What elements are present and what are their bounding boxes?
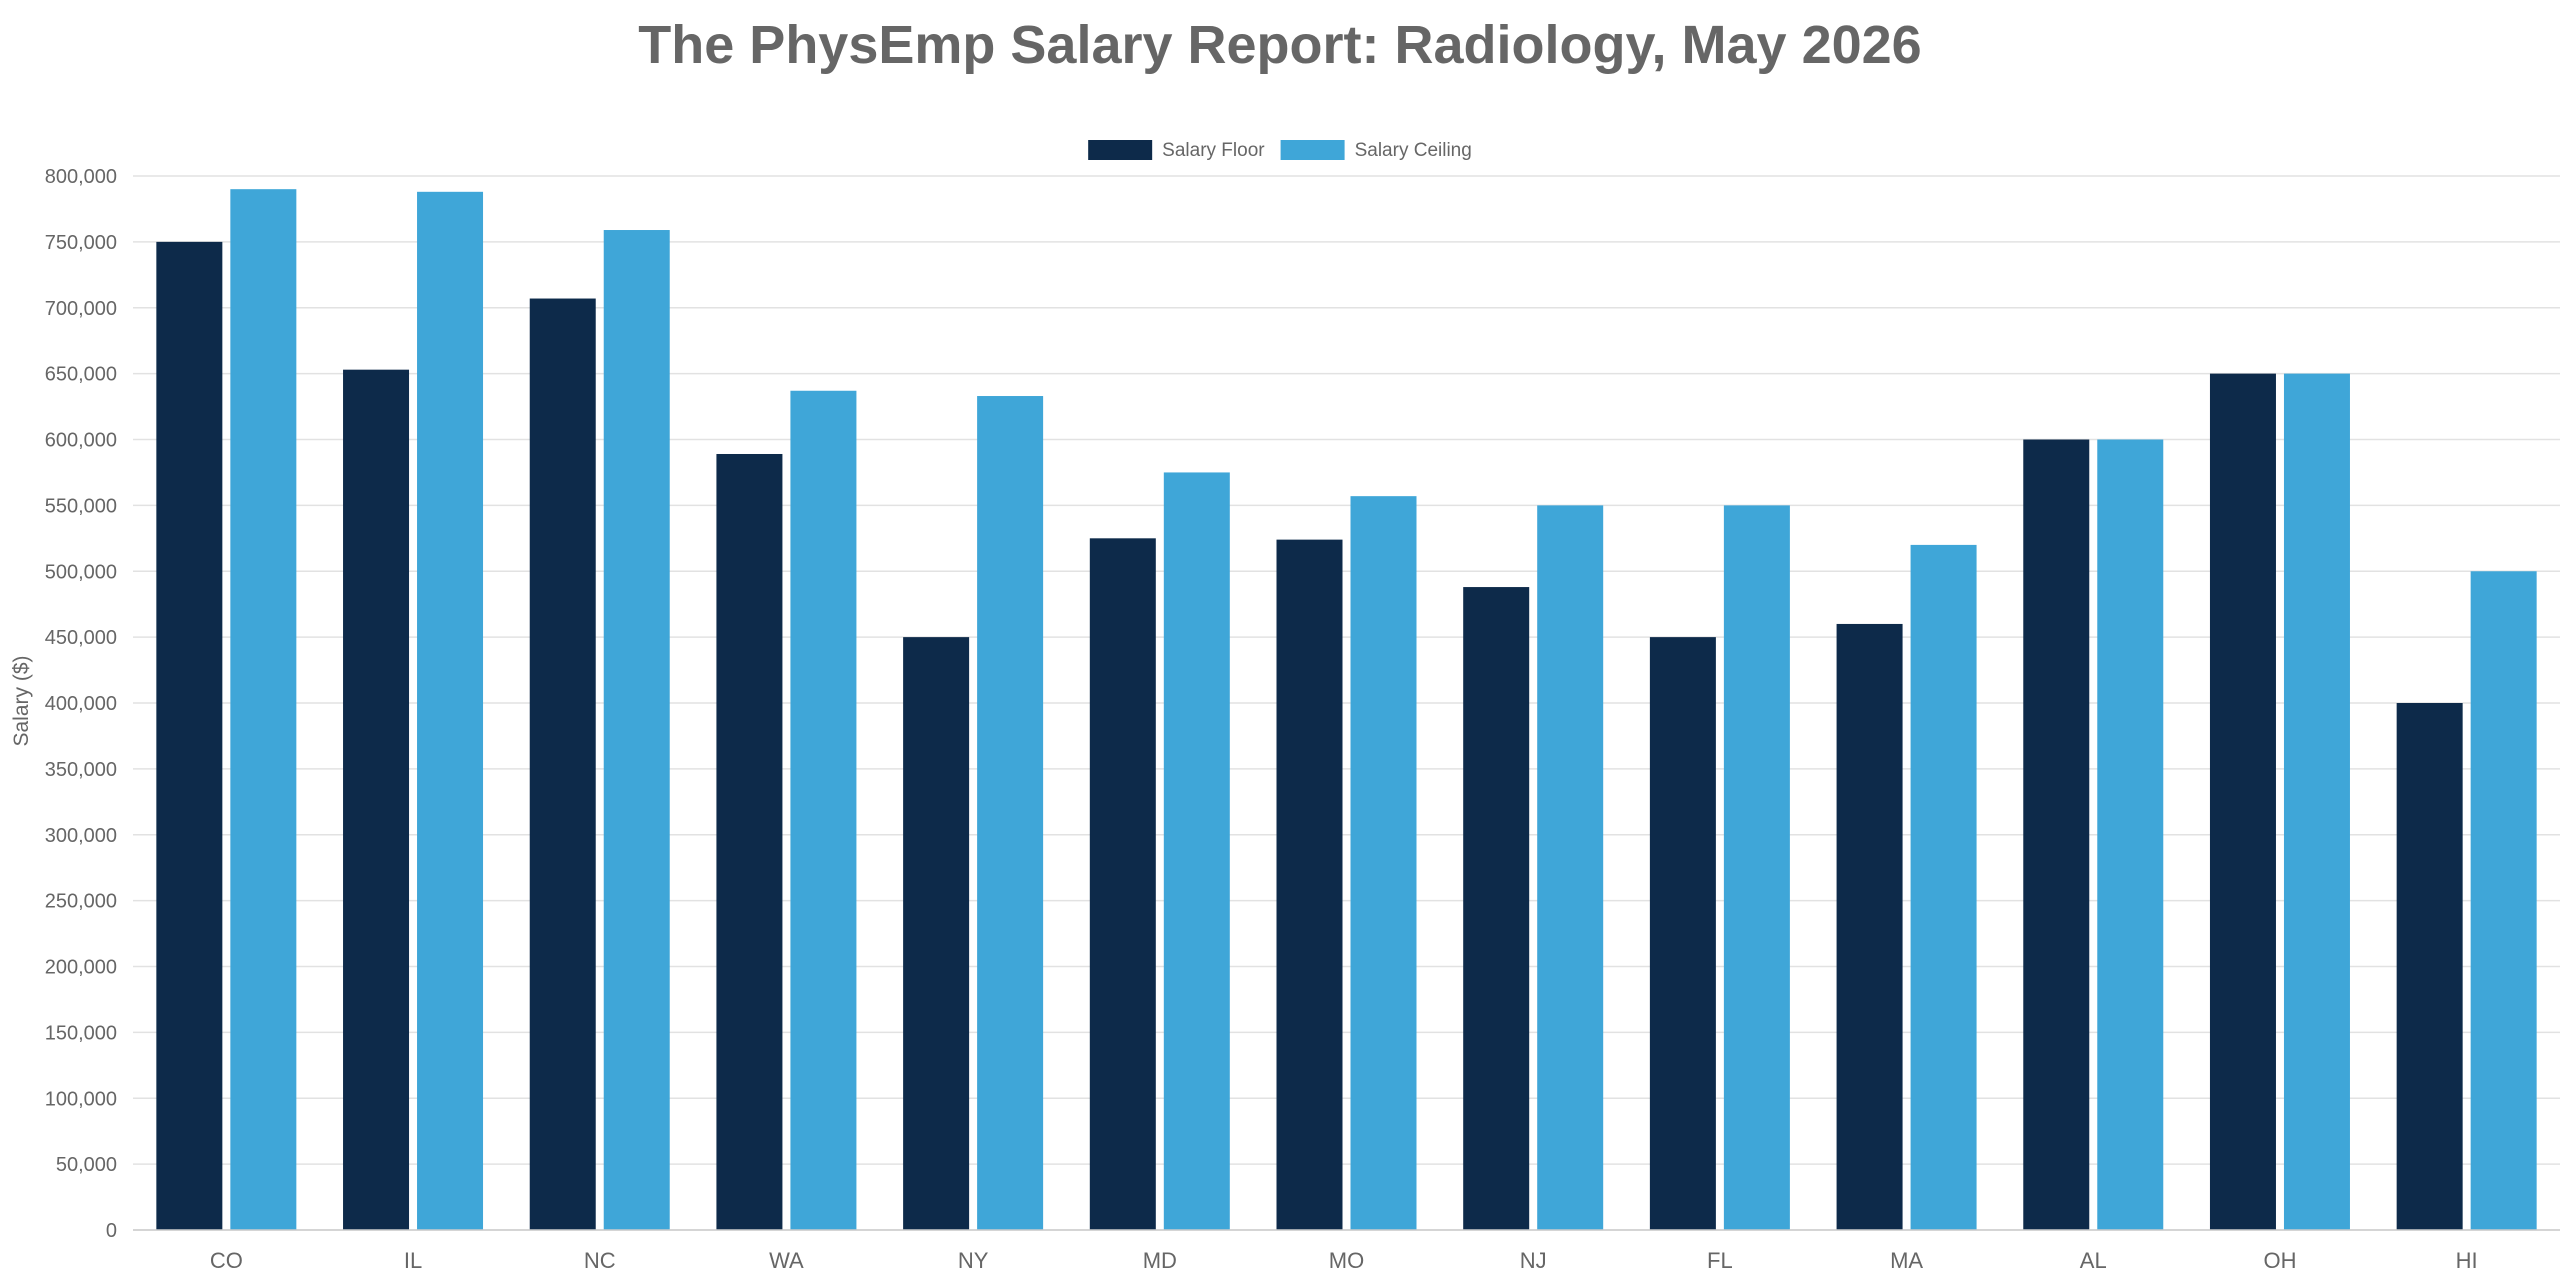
bar-salary-ceiling-wa <box>790 390 857 1230</box>
bar-salary-ceiling-nj <box>1537 505 1604 1230</box>
y-tick-label: 50,000 <box>56 1154 117 1176</box>
y-tick-label: 200,000 <box>45 957 117 979</box>
bar-salary-floor-il <box>343 369 410 1230</box>
bar-salary-floor-nc <box>529 298 596 1231</box>
x-tick-label: NY <box>958 1248 989 1273</box>
legend-swatch <box>1280 140 1345 160</box>
y-tick-label: 400,000 <box>45 693 117 715</box>
y-tick-label: 450,000 <box>45 627 117 649</box>
y-tick-label: 250,000 <box>45 891 117 913</box>
x-tick-label: OH <box>2263 1248 2296 1273</box>
chart-title: The PhysEmp Salary Report: Radiology, Ma… <box>638 15 1922 75</box>
y-tick-label: 350,000 <box>45 759 117 781</box>
y-tick-label: 650,000 <box>45 364 117 386</box>
bar-salary-floor-oh <box>2209 373 2276 1230</box>
y-tick-label: 800,000 <box>45 166 117 188</box>
legend-label: Salary Ceiling <box>1355 140 1472 161</box>
gridlines <box>133 175 2560 1231</box>
legend-label: Salary Floor <box>1162 140 1265 161</box>
y-tick-label: 550,000 <box>45 495 117 517</box>
bars <box>156 189 2537 1231</box>
bar-salary-ceiling-nc <box>603 230 670 1230</box>
bar-salary-ceiling-il <box>417 191 484 1230</box>
bar-salary-floor-wa <box>716 453 783 1230</box>
bar-salary-ceiling-md <box>1163 472 1230 1230</box>
y-tick-label: 300,000 <box>45 825 117 847</box>
bar-salary-floor-fl <box>1649 637 1716 1230</box>
x-tick-label: WA <box>769 1248 804 1273</box>
x-tick-label: NJ <box>1520 1248 1547 1273</box>
y-axis-title: Salary ($) <box>10 655 33 746</box>
y-tick-label: 600,000 <box>45 430 117 452</box>
x-tick-label: IL <box>404 1248 422 1273</box>
bar-salary-floor-ma <box>1836 623 1903 1230</box>
bar-salary-floor-nj <box>1463 587 1530 1230</box>
axes: 0 50,000 100,000 150,000 200,000 250,000 300,0… <box>45 166 2560 1273</box>
y-tick-label: 500,000 <box>45 561 117 583</box>
x-tick-label: CO <box>210 1248 243 1273</box>
bar-salary-ceiling-ny <box>977 396 1044 1231</box>
bar-salary-floor-hi <box>2396 703 2463 1230</box>
bar-salary-floor-ny <box>903 637 970 1230</box>
y-tick-label: 150,000 <box>45 1022 117 1044</box>
bar-salary-floor-md <box>1089 538 1156 1230</box>
x-tick-label: FL <box>1707 1248 1733 1273</box>
x-tick-label: MD <box>1143 1248 1177 1273</box>
bar-salary-ceiling-hi <box>2470 571 2537 1230</box>
bar-salary-ceiling-oh <box>2283 373 2350 1230</box>
legend-swatch <box>1088 140 1153 160</box>
x-tick-label: AL <box>2080 1248 2107 1273</box>
x-tick-label: MA <box>1890 1248 1923 1273</box>
x-tick-label: MO <box>1329 1248 1364 1273</box>
bar-salary-ceiling-mo <box>1350 496 1417 1231</box>
bar-salary-floor-co <box>156 241 223 1230</box>
legend: Salary Floor Salary Ceiling <box>1088 140 1472 161</box>
y-tick-label: 700,000 <box>45 298 117 320</box>
bar-salary-ceiling-al <box>2097 439 2164 1230</box>
bar-salary-ceiling-fl <box>1723 505 1790 1230</box>
x-tick-label: HI <box>2456 1248 2478 1273</box>
x-tick-label: NC <box>584 1248 616 1273</box>
bar-salary-floor-al <box>2023 439 2090 1230</box>
y-tick-label: 0 <box>106 1220 117 1242</box>
bar-salary-floor-mo <box>1276 539 1343 1230</box>
bar-salary-ceiling-ma <box>1910 544 1977 1230</box>
y-tick-label: 750,000 <box>45 232 117 254</box>
bar-salary-ceiling-co <box>230 189 297 1230</box>
y-tick-label: 100,000 <box>45 1088 117 1110</box>
